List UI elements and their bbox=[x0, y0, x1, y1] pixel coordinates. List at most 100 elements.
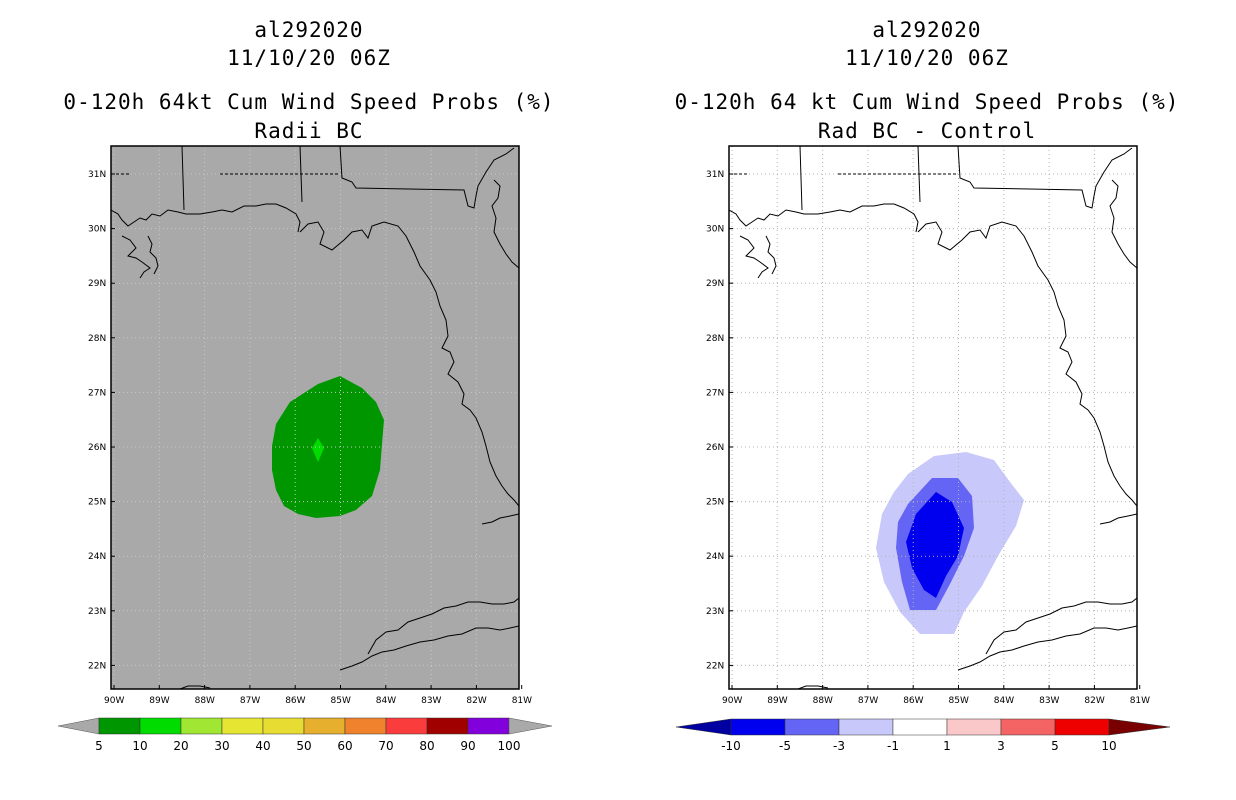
colorbar-swatch bbox=[730, 718, 786, 736]
lon-label: 81W bbox=[1130, 696, 1150, 706]
lon-label: 82W bbox=[466, 696, 486, 706]
coastline-cuba2 bbox=[957, 625, 1137, 671]
colorbar-swatch bbox=[426, 717, 469, 735]
colorbar-swatch bbox=[946, 718, 1002, 736]
coastline-louisiana bbox=[729, 209, 818, 227]
map-frame bbox=[728, 145, 1138, 690]
colorbar-label: 90 bbox=[460, 739, 475, 753]
lat-label: 31N bbox=[706, 170, 724, 180]
lat-label: 26N bbox=[88, 443, 106, 453]
colorbar-label: -3 bbox=[833, 739, 845, 753]
colorbar-label: 1 bbox=[943, 739, 951, 753]
colorbar-swatch bbox=[262, 717, 305, 735]
colorbar-swatch bbox=[180, 717, 223, 735]
coastline-state4 bbox=[1109, 179, 1137, 269]
colorbar-label: 80 bbox=[419, 739, 434, 753]
colorbar-label: -10 bbox=[721, 739, 741, 753]
storm-id: al292020 bbox=[872, 18, 982, 42]
lat-label: 29N bbox=[706, 279, 724, 289]
colorbar-label: 5 bbox=[95, 739, 103, 753]
coastline-gulfnorth bbox=[199, 203, 301, 233]
coastline-delta2 bbox=[765, 235, 777, 275]
colorbar-label: 100 bbox=[498, 739, 521, 753]
lon-label: 86W bbox=[903, 696, 923, 706]
colorbar-left-arrow bbox=[57, 717, 100, 735]
lon-label: 84W bbox=[376, 696, 396, 706]
colorbar-label: 60 bbox=[337, 739, 352, 753]
lat-label: 22N bbox=[88, 661, 106, 671]
colorbar-label: 5 bbox=[1051, 739, 1059, 753]
lon-label: 88W bbox=[813, 696, 833, 706]
lat-label: 27N bbox=[706, 388, 724, 398]
lat-label: 27N bbox=[88, 388, 106, 398]
coastline-state1 bbox=[181, 146, 185, 211]
colorbar-label: -1 bbox=[887, 739, 899, 753]
product-subtitle: Radii BC bbox=[254, 119, 364, 143]
lat-label: 30N bbox=[706, 225, 724, 235]
coastline-cuba bbox=[985, 597, 1137, 655]
lon-label: 82W bbox=[1084, 696, 1104, 706]
coastline-state1 bbox=[799, 146, 803, 211]
coastline-state4 bbox=[491, 179, 519, 269]
colorbar-swatch bbox=[303, 717, 346, 735]
product-title: 0-120h 64kt Cum Wind Speed Probs (%) bbox=[63, 90, 555, 114]
lat-label: 25N bbox=[88, 498, 106, 508]
lon-label: 83W bbox=[421, 696, 441, 706]
lat-label: 23N bbox=[706, 607, 724, 617]
forecast-time: 11/10/20 06Z bbox=[227, 46, 391, 70]
colorbar-swatch bbox=[784, 718, 840, 736]
colorbar-swatch bbox=[98, 717, 141, 735]
prob-10-20 bbox=[312, 438, 324, 462]
lat-label: 29N bbox=[88, 279, 106, 289]
coastline-delta1 bbox=[121, 235, 151, 279]
lat-label: 31N bbox=[88, 170, 106, 180]
lat-label: 28N bbox=[706, 334, 724, 344]
map-frame bbox=[110, 145, 520, 690]
colorbar-label: 50 bbox=[296, 739, 311, 753]
lon-label: 87W bbox=[858, 696, 878, 706]
colorbar-label: 20 bbox=[173, 739, 188, 753]
lon-label: 90W bbox=[722, 696, 742, 706]
coastline-cuba bbox=[367, 597, 519, 655]
coastline-delta1 bbox=[739, 235, 769, 279]
colorbar-label: -5 bbox=[779, 739, 791, 753]
lat-label: 26N bbox=[706, 443, 724, 453]
radii-bc-panel: al292020 11/10/20 06Z 0-120h 64kt Cum Wi… bbox=[57, 18, 555, 753]
coastline-keys bbox=[1099, 513, 1137, 525]
lon-label: 85W bbox=[949, 696, 969, 706]
storm-id: al292020 bbox=[254, 18, 364, 42]
colorbar-swatch bbox=[385, 717, 428, 735]
colorbar-swatch bbox=[221, 717, 264, 735]
rad-bc-minus-control-panel: al292020 11/10/20 06Z 0-120h 64 kt Cum W… bbox=[618, 0, 1236, 800]
colorbar-right-arrow bbox=[508, 717, 553, 735]
coastline-state3 bbox=[339, 146, 515, 209]
coastline-louisiana bbox=[111, 209, 200, 227]
colorbar-left-arrow bbox=[675, 718, 732, 736]
colorbar-label: 40 bbox=[255, 739, 270, 753]
product-title: 0-120h 64 kt Cum Wind Speed Probs (%) bbox=[674, 90, 1180, 114]
product-subtitle: Rad BC - Control bbox=[817, 119, 1037, 143]
coastline-florida bbox=[299, 221, 519, 507]
radii-bc-map: 31N 30N 29N 28N 27N 26N 25N 24N 23N 22N 90W 89W 88W 8… bbox=[57, 145, 553, 753]
lon-label: 81W bbox=[512, 696, 532, 706]
colorbar-swatch bbox=[1000, 718, 1056, 736]
colorbar-right-arrow bbox=[1108, 718, 1171, 736]
lon-label: 87W bbox=[240, 696, 260, 706]
colorbar-label: 10 bbox=[132, 739, 147, 753]
coastline-cuba2 bbox=[339, 625, 519, 671]
lat-label: 30N bbox=[88, 225, 106, 235]
colorbar-label: 10 bbox=[1101, 739, 1116, 753]
lat-label: 23N bbox=[88, 607, 106, 617]
lon-label: 89W bbox=[767, 696, 787, 706]
coastline-florida bbox=[917, 221, 1137, 507]
lat-label: 24N bbox=[706, 552, 724, 562]
colorbar-swatch bbox=[467, 717, 510, 735]
colorbar-label: 30 bbox=[214, 739, 229, 753]
colorbar-swatch bbox=[892, 718, 948, 736]
lon-label: 86W bbox=[285, 696, 305, 706]
coastline-state3 bbox=[957, 146, 1133, 209]
lat-label: 24N bbox=[88, 552, 106, 562]
colorbar-swatch bbox=[838, 718, 894, 736]
coastline-keys bbox=[481, 513, 519, 525]
coastline-gulfnorth bbox=[817, 203, 919, 233]
